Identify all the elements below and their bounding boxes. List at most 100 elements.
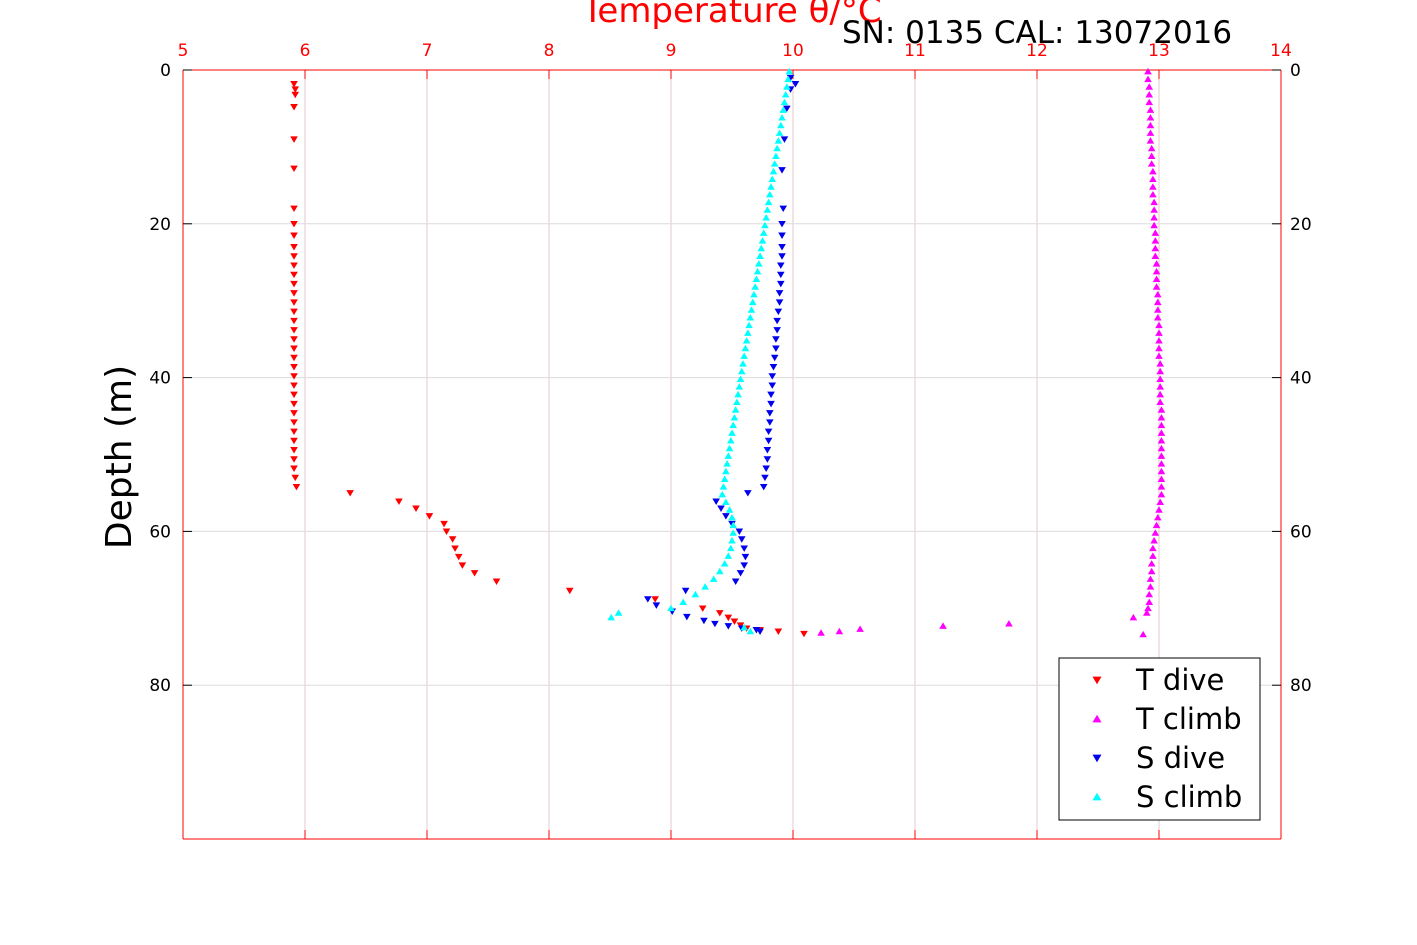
s-dive-point — [700, 617, 708, 625]
t-climb-point — [1155, 506, 1163, 513]
t-climb-point — [856, 625, 864, 632]
t-dive-point — [290, 205, 298, 213]
s-climb-point — [766, 190, 774, 198]
s-climb-point — [784, 75, 792, 83]
t-climb-point — [1152, 275, 1161, 283]
t-climb-point — [1139, 630, 1147, 638]
s-dive-point — [764, 437, 773, 445]
y-tick-label-right: 80 — [1290, 676, 1312, 696]
s-climb-point — [719, 483, 728, 490]
s-climb-point — [770, 160, 779, 167]
t-dive-point — [290, 262, 298, 269]
s-climb-point — [718, 490, 727, 498]
s-dive-point — [777, 262, 785, 269]
t-dive-point — [290, 419, 298, 426]
t-climb-point — [1149, 183, 1157, 190]
t-climb-point — [1144, 67, 1152, 75]
t-dive-point — [800, 630, 808, 638]
s-climb-point — [729, 529, 738, 536]
t-climb-point — [1157, 460, 1166, 467]
s-dive-point — [768, 373, 777, 380]
s-dive-point — [763, 456, 772, 463]
s-climb-point — [679, 598, 687, 605]
t-climb-point — [1155, 352, 1163, 359]
t-climb-point — [1157, 467, 1166, 475]
s-dive-point — [731, 578, 740, 585]
t-climb-point — [1146, 121, 1155, 129]
t-climb-point — [1150, 221, 1158, 229]
t-dive-point — [290, 391, 298, 399]
t-climb-point — [1147, 152, 1156, 159]
t-dive-point — [346, 490, 354, 497]
s-climb-point — [740, 352, 748, 359]
s-dive-point — [791, 80, 800, 88]
t-dive-point — [290, 465, 298, 472]
t-climb-point — [1146, 106, 1155, 113]
s-climb-point — [607, 613, 616, 621]
t-dive-point — [454, 553, 463, 561]
s-dive-point — [740, 545, 748, 552]
t-climb-point — [1149, 552, 1157, 559]
t-climb-point — [1145, 90, 1154, 98]
data-markers — [290, 67, 1166, 638]
t-climb-point — [1150, 198, 1158, 206]
t-dive-point — [292, 483, 301, 491]
t-dive-point — [290, 410, 298, 417]
s-dive-point — [780, 136, 789, 143]
s-climb-point — [725, 444, 734, 452]
s-dive-point — [722, 513, 730, 520]
t-dive-point — [290, 428, 298, 436]
t-dive-point — [425, 513, 434, 520]
s-dive-point — [779, 205, 788, 213]
t-dive-point — [412, 505, 420, 512]
t-climb-point — [1147, 560, 1156, 567]
s-climb-point — [761, 221, 769, 229]
t-climb-point — [1153, 314, 1162, 321]
t-climb-point — [1143, 609, 1151, 616]
legend-marker-t-dive — [1092, 676, 1102, 685]
t-climb-point — [1155, 344, 1163, 352]
t-dive-point — [290, 104, 298, 111]
s-climb-point — [758, 237, 767, 244]
s-climb-point — [740, 623, 748, 631]
t-dive-point — [290, 165, 298, 173]
s-climb-point — [778, 114, 786, 121]
s-climb-point — [759, 229, 768, 236]
s-climb-point — [750, 290, 758, 298]
s-climb-point — [753, 267, 762, 275]
axes — [182, 69, 1282, 840]
t-climb-point — [1145, 590, 1154, 598]
t-climb-point — [1156, 360, 1165, 367]
t-climb-point — [1146, 129, 1155, 136]
t-climb-point — [1146, 137, 1155, 144]
t-climb-point — [1005, 620, 1013, 627]
y-tick-label-right: 0 — [1290, 61, 1301, 81]
t-climb-point — [1157, 413, 1166, 421]
s-climb-point — [736, 375, 745, 382]
s-climb-point — [780, 98, 789, 106]
t-climb-point — [1149, 175, 1157, 183]
s-climb-point — [724, 552, 733, 559]
t-climb-point — [1156, 498, 1165, 506]
s-climb-point — [725, 506, 734, 513]
s-climb-point — [745, 321, 753, 329]
t-climb-point — [1155, 337, 1163, 344]
t-climb-point — [1147, 144, 1156, 152]
t-climb-point — [1157, 452, 1166, 459]
s-climb-point — [701, 583, 709, 590]
s-dive-point — [783, 105, 791, 113]
y-tick-label-right: 60 — [1290, 522, 1312, 542]
t-dive-point — [730, 618, 739, 625]
t-dive-point — [290, 290, 298, 297]
s-dive-point — [737, 536, 746, 543]
s-climb-point — [722, 498, 730, 506]
legend-marker-t-climb — [1092, 714, 1102, 723]
s-dive-point — [772, 345, 780, 352]
t-dive-point — [290, 382, 298, 389]
y-axis-title: Depth (m) — [99, 365, 140, 549]
s-climb-point — [723, 460, 731, 467]
s-dive-point — [778, 232, 786, 239]
y-tick-label-left: 0 — [160, 61, 171, 81]
t-climb-point — [1151, 237, 1160, 244]
